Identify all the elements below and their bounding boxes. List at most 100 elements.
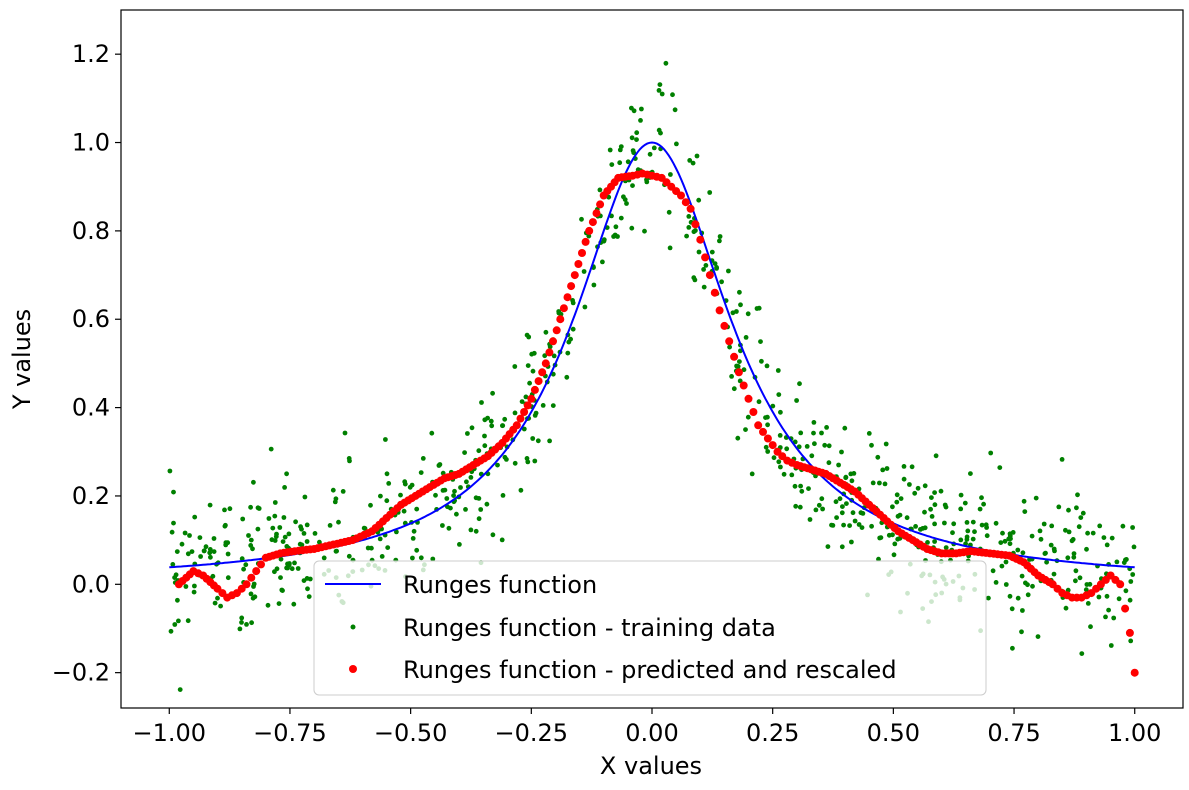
training-point [734,309,739,314]
predicted-point [691,220,700,229]
training-point [568,336,573,342]
predicted-point [768,441,777,450]
training-point [368,502,373,508]
training-point [756,399,762,405]
training-point [1035,634,1041,639]
training-point [490,390,495,396]
predicted-point [527,394,536,403]
training-point [670,92,675,98]
training-point [1025,592,1031,598]
training-point [489,423,495,429]
training-point [340,489,346,494]
predicted-point [681,198,690,207]
training-point [624,201,629,206]
training-point [342,430,348,436]
training-point [255,526,261,532]
training-point [256,506,262,511]
predicted-point [677,191,685,200]
training-point [171,520,176,526]
predicted-point [552,326,561,335]
training-point [834,515,839,520]
training-point [826,443,832,449]
training-point [849,539,854,545]
training-point [1010,645,1015,651]
predicted-point [523,401,532,410]
y-axis: −0.2 0.0 0.2 0.4 0.6 0.8 1.0 1.2 [52,40,121,687]
legend-label-training: Runges function - training data [403,614,776,642]
training-point [1015,595,1021,601]
training-point [1051,571,1057,577]
training-point [512,410,518,416]
training-point [951,521,957,527]
predicted-point [570,271,579,280]
training-point [929,495,934,500]
training-point [306,594,312,599]
training-point [243,562,249,568]
training-point [379,554,385,559]
training-point [394,529,399,535]
training-point [629,135,635,141]
training-point [248,591,254,597]
training-point [437,462,443,467]
training-point [1009,606,1015,612]
training-point [500,493,506,498]
training-point [844,501,849,506]
training-point [597,187,603,193]
training-point [618,144,624,150]
training-point [1108,643,1114,648]
training-point [799,488,805,494]
training-point [726,268,731,274]
training-point [458,485,463,490]
training-point [527,380,532,386]
training-point [295,566,301,571]
training-point [207,502,213,508]
training-point [674,141,679,147]
training-point [943,504,949,510]
training-point [277,525,283,530]
training-point [759,358,764,364]
training-point [218,603,224,609]
training-point [1000,530,1005,536]
training-point [1101,535,1107,540]
training-point [266,516,272,521]
training-point [473,528,479,534]
training-point [656,127,662,133]
training-point [1056,504,1062,510]
training-point [305,586,310,592]
training-point [547,344,553,350]
training-point [686,225,692,230]
x-tick-label: −0.25 [495,719,569,747]
training-point [970,519,976,525]
training-point [1073,568,1079,574]
training-point [668,172,673,177]
training-point [183,584,189,589]
training-point [613,224,619,230]
training-point [418,555,424,561]
training-point [639,106,644,112]
predicted-point [252,567,261,576]
predicted-point [1116,580,1125,589]
training-point [771,455,777,461]
training-point [482,443,488,449]
predicted-point [701,253,710,262]
training-point [170,562,176,567]
training-point [297,541,303,547]
predicted-point [574,260,583,268]
x-tick-label: 0.75 [987,719,1040,747]
training-point [1109,535,1115,541]
predicted-point [759,427,767,436]
training-point [457,542,462,547]
predicted-point [257,560,265,569]
training-point [687,158,693,163]
training-point [299,526,304,532]
training-point [849,478,855,484]
training-point [820,506,825,512]
training-point [797,504,803,510]
training-point [727,344,732,350]
training-point [249,620,255,626]
training-point [764,363,770,369]
training-point [239,620,244,625]
predicted-point [730,352,739,361]
training-point [792,483,798,489]
training-point [478,507,484,512]
